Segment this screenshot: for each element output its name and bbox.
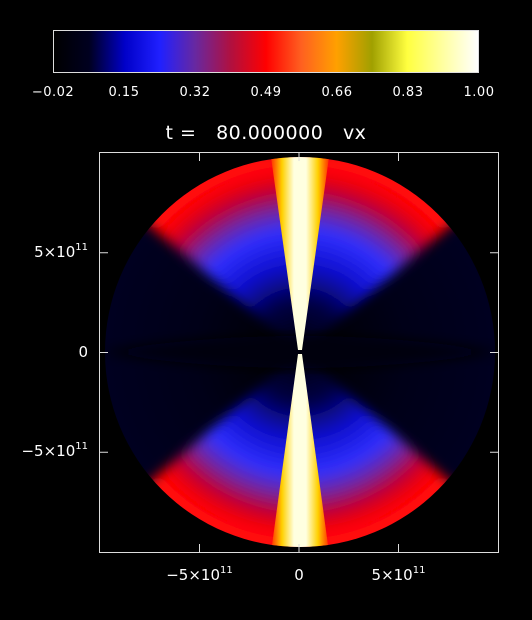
plot-title: t = 80.000000 vx [165, 122, 367, 144]
axis-ticks [100, 153, 498, 552]
colorbar-tick-label: −0.02 [31, 85, 75, 100]
tick-label: −5×1011 [166, 565, 233, 584]
tick-label: 0 [78, 342, 88, 361]
colorbar-tick-label: 0.49 [250, 85, 282, 100]
tick-label: 5×1011 [34, 241, 88, 261]
colorbar-tick-label: 0.32 [179, 85, 211, 100]
tick-label: 5×1011 [371, 565, 426, 584]
lower-jet [270, 354, 330, 547]
colorbar-tick-label: 0.83 [392, 85, 424, 100]
plot-frame [99, 152, 499, 553]
colorbar [53, 30, 479, 73]
colorbar-tick-label: 1.00 [463, 85, 495, 100]
equatorial-lens [105, 336, 495, 368]
disk-field [105, 157, 495, 547]
colorbar-tick-label: 0.66 [321, 85, 353, 100]
tick-label: 0 [294, 566, 304, 584]
upper-jet [270, 157, 330, 350]
colorbar-tick-label: 0.15 [108, 85, 140, 100]
tick-label: −5×1011 [21, 441, 88, 461]
colorbar-gradient [54, 31, 478, 72]
